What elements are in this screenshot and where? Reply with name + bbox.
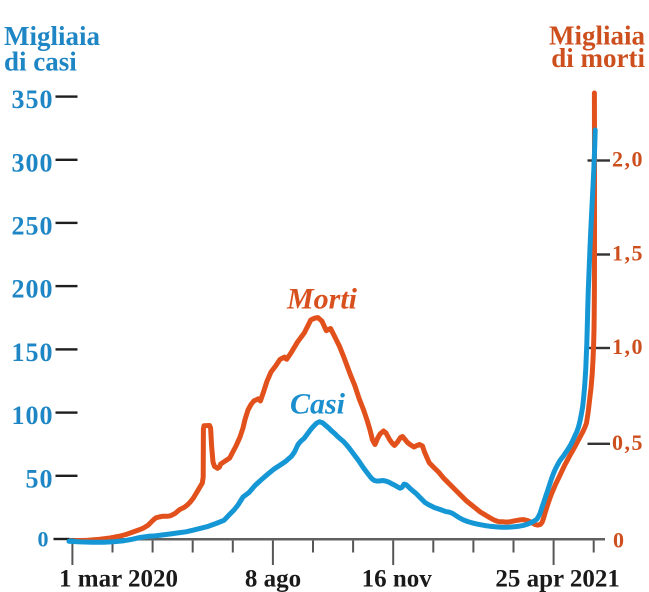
svg-text:Casi: Casi bbox=[290, 388, 346, 421]
svg-text:1,0: 1,0 bbox=[612, 334, 644, 359]
svg-text:0,5: 0,5 bbox=[612, 430, 644, 455]
svg-text:150: 150 bbox=[12, 338, 54, 367]
svg-text:200: 200 bbox=[12, 275, 54, 304]
svg-text:Migliaia: Migliaia bbox=[549, 21, 645, 51]
svg-text:16 nov: 16 nov bbox=[362, 566, 433, 592]
svg-text:25 apr 2021: 25 apr 2021 bbox=[495, 566, 620, 592]
svg-text:300: 300 bbox=[12, 148, 54, 177]
svg-text:di morti: di morti bbox=[551, 43, 645, 73]
svg-text:50: 50 bbox=[26, 464, 54, 493]
svg-text:1,5: 1,5 bbox=[612, 241, 644, 266]
svg-text:250: 250 bbox=[12, 211, 54, 240]
svg-text:8 ago: 8 ago bbox=[245, 566, 301, 592]
svg-text:0: 0 bbox=[38, 527, 49, 552]
svg-text:350: 350 bbox=[12, 85, 54, 114]
svg-text:100: 100 bbox=[12, 401, 54, 430]
svg-text:2,0: 2,0 bbox=[612, 147, 644, 172]
svg-text:1 mar 2020: 1 mar 2020 bbox=[59, 566, 178, 592]
svg-text:Morti: Morti bbox=[286, 283, 358, 316]
svg-text:di casi: di casi bbox=[4, 47, 77, 77]
svg-text:0: 0 bbox=[613, 528, 624, 553]
svg-text:Migliaia: Migliaia bbox=[4, 21, 100, 51]
